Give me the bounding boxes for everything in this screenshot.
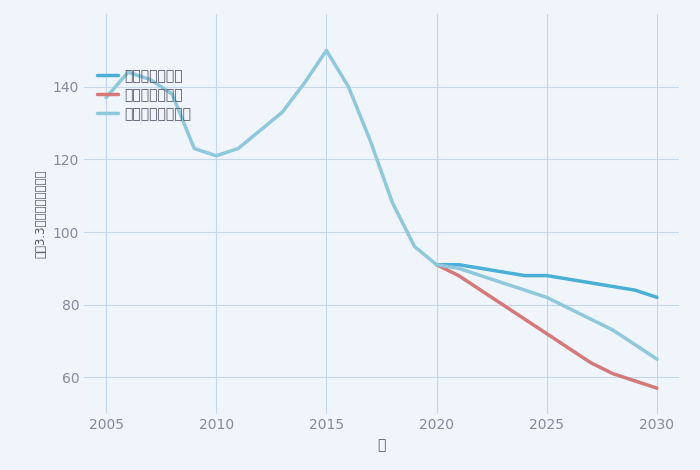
ノーマルシナリオ [609, 327, 617, 333]
ノーマルシナリオ [498, 280, 507, 286]
グッドシナリオ [477, 266, 485, 271]
Line: ノーマルシナリオ: ノーマルシナリオ [437, 265, 657, 359]
グッドシナリオ [609, 284, 617, 290]
バッドシナリオ [587, 360, 595, 366]
ノーマルシナリオ [454, 266, 463, 271]
ノーマルシナリオ [653, 356, 662, 362]
バッドシナリオ [498, 302, 507, 307]
バッドシナリオ [454, 273, 463, 278]
ノーマルシナリオ [542, 295, 551, 300]
グッドシナリオ [454, 262, 463, 267]
グッドシナリオ [565, 276, 573, 282]
グッドシナリオ [631, 287, 639, 293]
バッドシナリオ [653, 385, 662, 391]
ノーマルシナリオ [477, 273, 485, 278]
Line: バッドシナリオ: バッドシナリオ [437, 265, 657, 388]
Legend: グッドシナリオ, バッドシナリオ, ノーマルシナリオ: グッドシナリオ, バッドシナリオ, ノーマルシナリオ [97, 69, 192, 121]
グッドシナリオ [587, 280, 595, 286]
グッドシナリオ [542, 273, 551, 278]
ノーマルシナリオ [587, 316, 595, 322]
グッドシナリオ [433, 262, 441, 267]
グッドシナリオ [653, 295, 662, 300]
ノーマルシナリオ [433, 262, 441, 267]
バッドシナリオ [609, 371, 617, 376]
バッドシナリオ [433, 262, 441, 267]
X-axis label: 年: 年 [377, 438, 386, 452]
Y-axis label: 坪（3.3㎡）単価（万円）: 坪（3.3㎡）単価（万円） [34, 170, 47, 258]
ノーマルシナリオ [521, 287, 529, 293]
ノーマルシナリオ [631, 342, 639, 347]
バッドシナリオ [565, 345, 573, 351]
バッドシナリオ [631, 378, 639, 384]
グッドシナリオ [521, 273, 529, 278]
バッドシナリオ [542, 331, 551, 337]
Line: グッドシナリオ: グッドシナリオ [437, 265, 657, 298]
グッドシナリオ [498, 269, 507, 275]
ノーマルシナリオ [565, 306, 573, 311]
バッドシナリオ [521, 316, 529, 322]
バッドシナリオ [477, 287, 485, 293]
